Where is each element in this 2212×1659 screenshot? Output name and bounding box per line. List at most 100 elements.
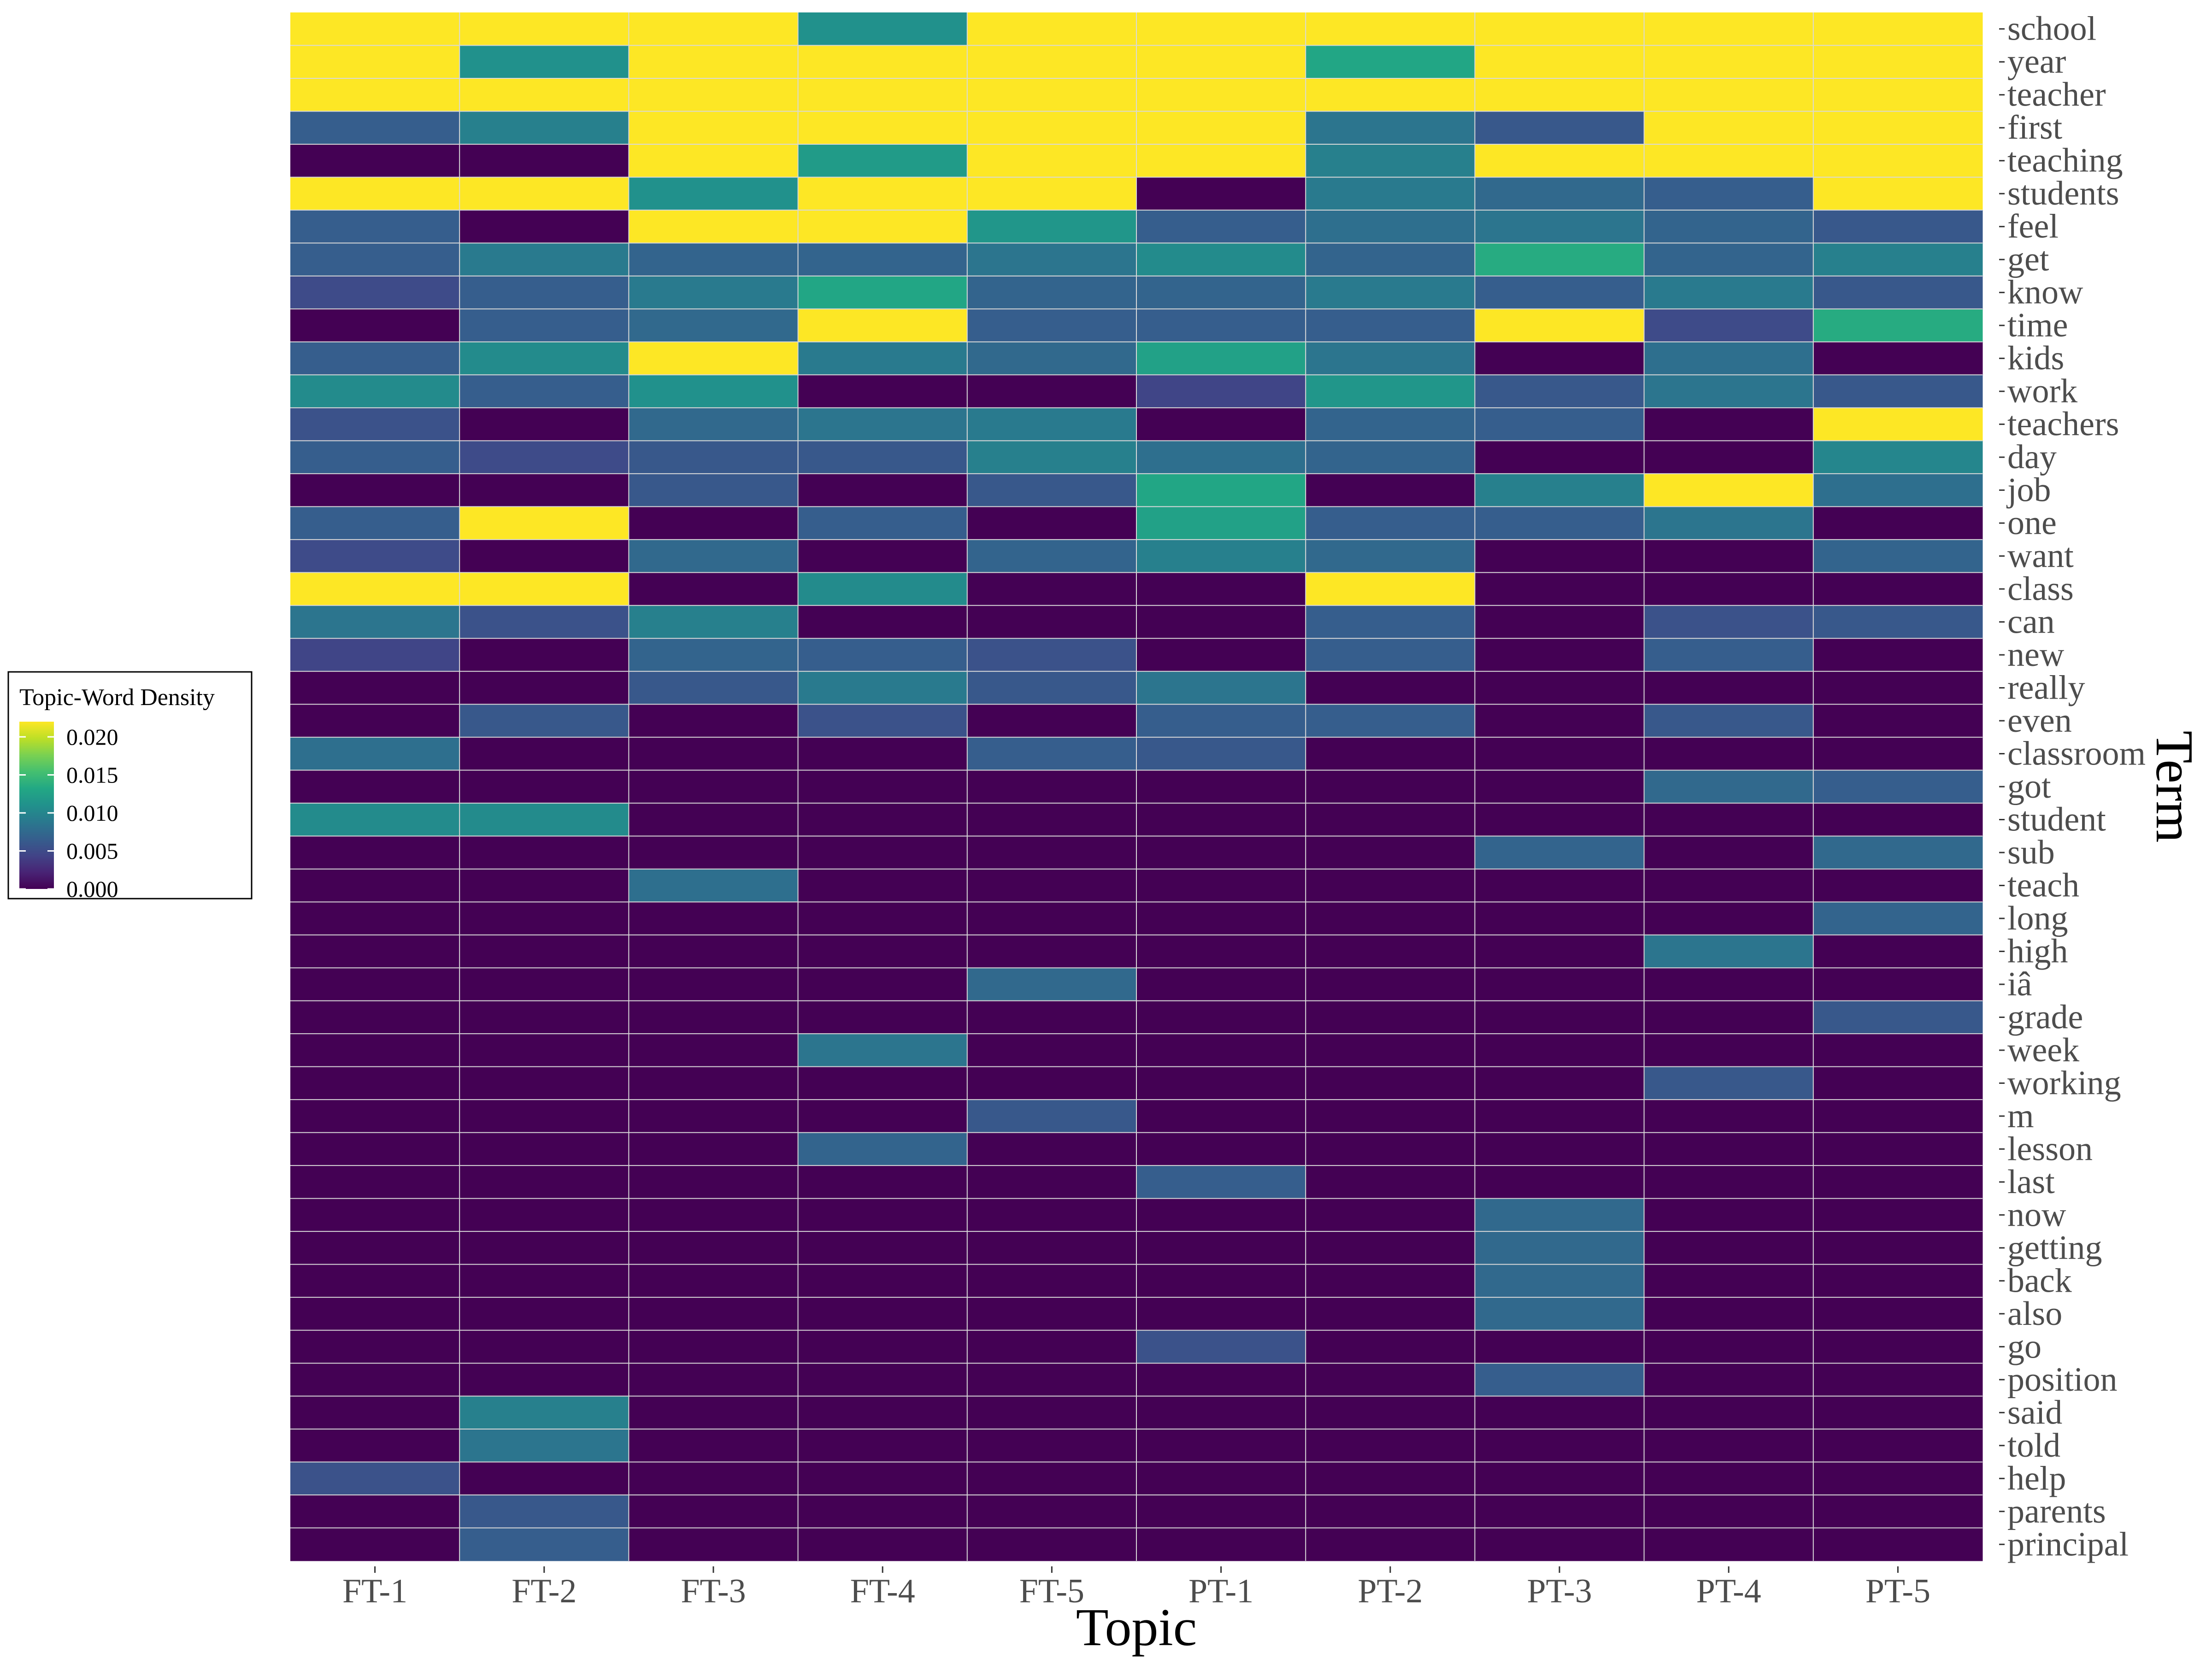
heatmap-cell-want-FT-4	[798, 539, 968, 573]
y-tick-label: year	[2007, 43, 2066, 81]
heatmap-cell-can-PT-2	[1306, 605, 1475, 639]
heatmap-cell-back-FT-5	[967, 1264, 1137, 1298]
heatmap-cell-teacher-PT-2	[1306, 78, 1475, 112]
heatmap-cell-year-PT-4	[1644, 45, 1814, 79]
heatmap-cell-teach-PT-4	[1644, 869, 1814, 902]
heatmap-cell-grade-FT-3	[629, 1000, 799, 1034]
y-tick-label: getting	[2007, 1229, 2102, 1267]
heatmap-cell-iâ-PT-5	[1813, 968, 1983, 1001]
heatmap-cell-time-PT-1	[1136, 309, 1306, 342]
heatmap-cell-help-PT-5	[1813, 1462, 1983, 1495]
heatmap-cell-principal-PT-5	[1813, 1528, 1983, 1561]
heatmap-cell-want-PT-4	[1644, 539, 1814, 573]
heatmap-cell-go-PT-5	[1813, 1330, 1983, 1364]
heatmap-cell-job-PT-2	[1306, 473, 1475, 507]
heatmap-cell-long-FT-1	[290, 902, 460, 935]
heatmap-cell-go-FT-4	[798, 1330, 968, 1364]
heatmap-cell-teacher-FT-5	[967, 78, 1137, 112]
heatmap-cell-lesson-FT-4	[798, 1132, 968, 1166]
heatmap-cell-m-FT-3	[629, 1100, 799, 1133]
y-tick-label: iâ	[2007, 965, 2032, 1003]
y-tick-label: new	[2007, 636, 2065, 674]
x-tick-label: PT-1	[1188, 1572, 1253, 1610]
heatmap-cell-teach-FT-5	[967, 869, 1137, 902]
heatmap-cell-classroom-PT-2	[1306, 737, 1475, 771]
heatmap-cell-principal-PT-3	[1475, 1528, 1645, 1561]
heatmap-cell-kids-PT-2	[1306, 341, 1475, 375]
heatmap-cell-position-FT-5	[967, 1363, 1137, 1397]
heatmap-cell-really-PT-4	[1644, 671, 1814, 705]
heatmap-cell-even-PT-5	[1813, 704, 1983, 738]
heatmap-cell-also-PT-1	[1136, 1297, 1306, 1331]
heatmap-cell-working-PT-1	[1136, 1066, 1306, 1100]
heatmap-cell-sub-PT-1	[1136, 836, 1306, 870]
heatmap-cell-told-FT-2	[459, 1429, 629, 1463]
heatmap-cell-know-PT-1	[1136, 276, 1306, 309]
heatmap-cell-also-FT-4	[798, 1297, 968, 1331]
y-tick-label: know	[2007, 274, 2083, 312]
x-axis-ticks: FT-1 FT-2 FT-3 FT-4 FT-5 PT-1 PT-2 PT-3 PT-4 PT-5	[342, 1566, 1930, 1610]
y-tick-label: told	[2007, 1427, 2060, 1465]
heatmap-cell-go-FT-1	[290, 1330, 460, 1364]
heatmap-cell-also-PT-3	[1475, 1297, 1645, 1331]
heatmap-cell-sub-FT-3	[629, 836, 799, 870]
heatmap-cell-told-FT-5	[967, 1429, 1137, 1463]
heatmap-cell-working-FT-4	[798, 1066, 968, 1100]
y-tick-label: go	[2007, 1328, 2041, 1365]
heatmap-cell-lesson-FT-5	[967, 1132, 1137, 1166]
heatmap-cell-kids-FT-5	[967, 341, 1137, 375]
heatmap-cell-principal-FT-4	[798, 1528, 968, 1561]
heatmap-cell-teachers-PT-1	[1136, 407, 1306, 441]
heatmap-cell-help-FT-3	[629, 1462, 799, 1495]
heatmap-cell-school-PT-2	[1306, 12, 1475, 46]
heatmap-cell-can-FT-1	[290, 605, 460, 639]
heatmap-cell-parents-FT-3	[629, 1495, 799, 1529]
heatmap-cell-kids-FT-3	[629, 341, 799, 375]
heatmap-cell-getting-FT-3	[629, 1231, 799, 1265]
y-tick-label: work	[2007, 372, 2077, 410]
heatmap-cell-teachers-PT-4	[1644, 407, 1814, 441]
heatmap-cell-class-FT-3	[629, 572, 799, 606]
y-tick-label: teachers	[2007, 406, 2119, 443]
heatmap-cell-last-FT-2	[459, 1165, 629, 1199]
heatmap-cell-parents-PT-5	[1813, 1495, 1983, 1529]
y-tick-label: can	[2007, 603, 2055, 641]
heatmap-cell-school-FT-4	[798, 12, 968, 46]
x-tick-label: FT-3	[681, 1572, 746, 1610]
heatmap-cell-got-FT-2	[459, 770, 629, 804]
y-tick-label: want	[2007, 537, 2074, 575]
heatmap-cell-first-FT-2	[459, 111, 629, 145]
heatmap-cell-lesson-PT-4	[1644, 1132, 1814, 1166]
heatmap-cell-job-FT-1	[290, 473, 460, 507]
x-tick-label: PT-2	[1358, 1572, 1423, 1610]
heatmap-cell-want-FT-3	[629, 539, 799, 573]
heatmap-cell-even-FT-1	[290, 704, 460, 738]
legend-tick-label: 0.020	[66, 724, 118, 750]
heatmap-cell-m-PT-1	[1136, 1100, 1306, 1133]
heatmap-cell-classroom-PT-1	[1136, 737, 1306, 771]
heatmap-cell-school-PT-1	[1136, 12, 1306, 46]
heatmap-cell-year-PT-3	[1475, 45, 1645, 79]
heatmap-cell-kids-FT-1	[290, 341, 460, 375]
heatmap-cell-week-FT-5	[967, 1034, 1137, 1067]
heatmap-cell-high-FT-4	[798, 935, 968, 968]
heatmap-cell-classroom-PT-5	[1813, 737, 1983, 771]
heatmap-cell-working-FT-5	[967, 1066, 1137, 1100]
heatmap-cell-said-PT-5	[1813, 1396, 1983, 1430]
heatmap-cell-time-FT-3	[629, 309, 799, 342]
heatmap-cell-teachers-PT-2	[1306, 407, 1475, 441]
heatmap-cell-job-PT-4	[1644, 473, 1814, 507]
heatmap-cell-iâ-FT-1	[290, 968, 460, 1001]
heatmap-cell-classroom-PT-3	[1475, 737, 1645, 771]
heatmap-cell-first-FT-4	[798, 111, 968, 145]
heatmap-cell-work-PT-5	[1813, 375, 1983, 408]
heatmap-cell-principal-PT-2	[1306, 1528, 1475, 1561]
heatmap-cell-day-PT-5	[1813, 441, 1983, 474]
heatmap-cell-teachers-FT-2	[459, 407, 629, 441]
heatmap-cell-got-PT-2	[1306, 770, 1475, 804]
heatmap-cell-iâ-FT-3	[629, 968, 799, 1001]
heatmap-cell-work-FT-3	[629, 375, 799, 408]
heatmap-cell-feel-FT-1	[290, 210, 460, 243]
heatmap-cell-one-FT-4	[798, 506, 968, 540]
